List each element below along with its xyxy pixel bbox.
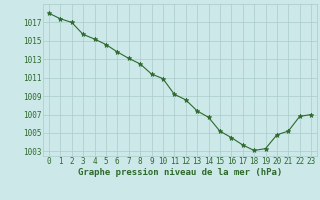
X-axis label: Graphe pression niveau de la mer (hPa): Graphe pression niveau de la mer (hPa) — [78, 168, 282, 177]
